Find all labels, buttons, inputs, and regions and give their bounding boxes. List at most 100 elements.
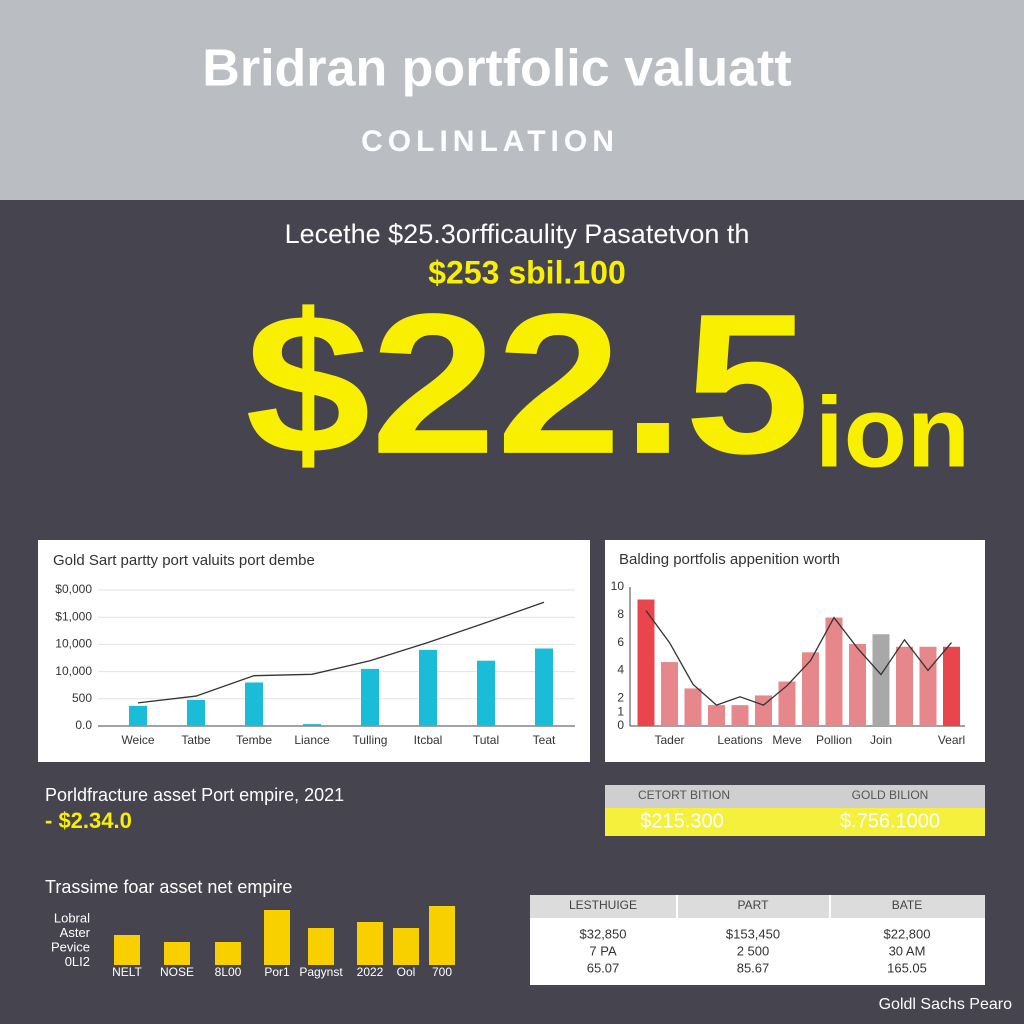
bar bbox=[637, 599, 655, 726]
y-tick-label: 10,000 bbox=[55, 637, 92, 651]
chart-panel: Gold Sart partty port valuits port dembe… bbox=[38, 540, 590, 762]
highlight-header bbox=[605, 785, 985, 808]
bar bbox=[477, 660, 495, 726]
line bbox=[137, 601, 545, 704]
bar bbox=[419, 649, 437, 726]
header-band bbox=[0, 0, 1024, 200]
bar bbox=[357, 922, 383, 965]
highlight-row bbox=[605, 808, 985, 836]
hero-suffix: ion bbox=[815, 376, 970, 488]
bar bbox=[393, 928, 419, 965]
summary-label: Porldfracture asset Port empire, 2021 bbox=[45, 785, 344, 805]
line bbox=[645, 610, 952, 706]
x-tick-label: Tatbe bbox=[181, 733, 211, 747]
highlight-cell: $.756.1000 bbox=[840, 810, 940, 832]
hero-subline: $253 sbil.100 bbox=[428, 254, 625, 290]
axis-label: Pevice bbox=[51, 939, 90, 954]
bar bbox=[535, 648, 553, 726]
y-tick-label: $0,000 bbox=[55, 582, 92, 596]
y-tick-label: 0.0 bbox=[75, 718, 92, 732]
bar bbox=[943, 646, 960, 726]
bar bbox=[849, 643, 866, 726]
hero-line: Lecethe $25.3orfficaulity Pasatetvon th bbox=[285, 219, 750, 249]
x-tick-label: Meve bbox=[772, 733, 802, 747]
y-tick-label: 10,000 bbox=[55, 664, 92, 678]
table-header-cell: BATE bbox=[892, 898, 922, 912]
bar bbox=[661, 662, 678, 726]
bar bbox=[825, 617, 843, 726]
bar bbox=[429, 906, 455, 965]
x-tick-label: 8L00 bbox=[215, 965, 242, 979]
table-header bbox=[530, 895, 985, 918]
bar bbox=[215, 942, 241, 965]
bar bbox=[872, 634, 890, 726]
x-tick-label: Tulling bbox=[353, 733, 388, 747]
bar bbox=[303, 724, 321, 726]
x-tick-label: Tutal bbox=[473, 733, 499, 747]
hero-figure: $22.5 bbox=[245, 273, 810, 496]
table-cell: $153,450 bbox=[726, 926, 780, 941]
chart-title: Gold Sart partty port valuits port dembe bbox=[53, 552, 315, 569]
table-cell: 2 500 bbox=[737, 943, 770, 958]
x-tick-label: Tader bbox=[654, 733, 684, 747]
bar bbox=[164, 942, 190, 965]
x-tick-label: Teat bbox=[533, 733, 556, 747]
table: LESTHUIGE PART BATE $32,850 $153,450 $22,800 7… bbox=[530, 895, 985, 985]
table-cell: $22,800 bbox=[884, 926, 931, 941]
x-tick-label: Join bbox=[870, 733, 892, 747]
summary-value: - $2.34.0 bbox=[45, 808, 132, 833]
chart-title: Balding portfolis appenition worth bbox=[619, 551, 840, 568]
x-tick-label: Itcbal bbox=[414, 733, 443, 747]
title: Bridran portfolic valuatt bbox=[202, 40, 791, 98]
x-tick-label: Por1 bbox=[264, 965, 290, 979]
bar bbox=[308, 928, 334, 965]
table-cell: 165.05 bbox=[887, 960, 927, 975]
bar bbox=[919, 646, 937, 726]
bar bbox=[187, 699, 205, 726]
x-tick-label: Ool bbox=[397, 965, 416, 979]
bar bbox=[778, 681, 796, 726]
table-header-cell: LESTHUIGE bbox=[569, 898, 637, 912]
bar bbox=[802, 652, 819, 726]
x-tick-label: 2022 bbox=[357, 965, 384, 979]
bar bbox=[245, 682, 263, 726]
footer: Goldl Sachs Pearo bbox=[879, 996, 1013, 1013]
table-cell: 7 PA bbox=[589, 943, 617, 958]
x-tick-label: Weice bbox=[121, 733, 154, 747]
bar bbox=[361, 668, 379, 726]
bar bbox=[114, 935, 140, 965]
x-tick-label: 700 bbox=[432, 965, 452, 979]
bar bbox=[896, 646, 913, 726]
table-cell: 65.07 bbox=[587, 960, 620, 975]
x-tick-label: Vearl bbox=[938, 733, 965, 747]
highlight-header-cell: GOLD BILION bbox=[852, 788, 929, 802]
x-tick-label: Pollion bbox=[816, 733, 852, 747]
x-tick-label: NOSE bbox=[160, 965, 194, 979]
x-tick-label: Leations bbox=[717, 733, 762, 747]
x-tick-label: Tembe bbox=[236, 733, 272, 747]
y-tick-label: 1 bbox=[617, 704, 624, 718]
axis-label: 0LI2 bbox=[65, 954, 90, 969]
y-tick-label: 0 bbox=[617, 718, 624, 732]
highlight-header-cell: CETORT BITION bbox=[638, 788, 730, 802]
chart-title: Trassime foar asset net empire bbox=[45, 877, 292, 897]
y-tick-label: 2 bbox=[617, 690, 624, 704]
table-cell: $32,850 bbox=[580, 926, 627, 941]
y-tick-label: $1,000 bbox=[55, 609, 92, 623]
table-cell: 85.67 bbox=[737, 960, 770, 975]
table-header-cell: PART bbox=[738, 898, 770, 912]
x-tick-label: NELT bbox=[112, 965, 142, 979]
bar bbox=[708, 705, 725, 726]
y-tick-label: 4 bbox=[617, 663, 624, 677]
axis-label: Aster bbox=[60, 925, 91, 940]
x-tick-label: Pagynst bbox=[299, 965, 343, 979]
chart-panel: Trassime foar asset net empire LobralAst… bbox=[45, 877, 455, 979]
chart-panel: Balding portfolis appenition worth 012 4 6… bbox=[605, 540, 985, 762]
y-tick-label: 8 bbox=[617, 607, 624, 621]
y-tick-label: 500 bbox=[72, 691, 92, 705]
subtitle: COLINLATION bbox=[361, 125, 619, 158]
y-tick-label: 6 bbox=[617, 635, 624, 649]
bar bbox=[264, 910, 290, 965]
bar bbox=[684, 688, 702, 726]
